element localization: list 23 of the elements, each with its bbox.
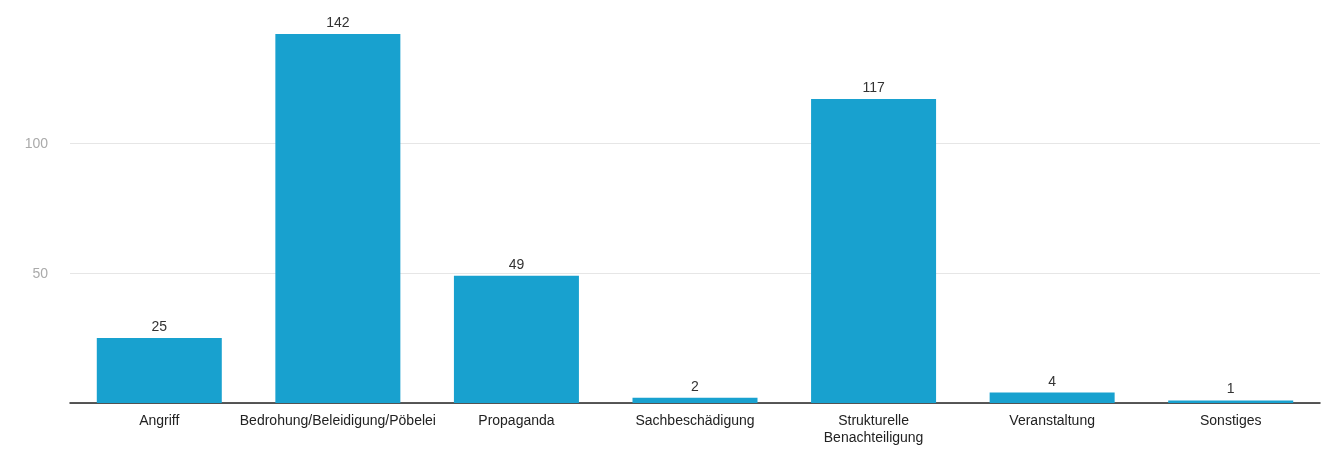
bar <box>632 397 758 403</box>
data-label: 1 <box>1226 380 1235 397</box>
bar <box>96 338 222 403</box>
bar <box>275 34 401 403</box>
x-tick-label: Strukturelle Benachteiligung <box>823 411 924 445</box>
data-label: 142 <box>326 14 350 30</box>
x-tick-label: Bedrohung/Beleidigung/Pöbelei <box>239 411 436 428</box>
bar <box>989 392 1115 403</box>
data-label: 25 <box>151 318 168 335</box>
data-label: 4 <box>1048 372 1057 389</box>
x-tick-label: Propaganda <box>478 411 555 428</box>
data-label: 2 <box>691 377 700 394</box>
x-tick-label: Angriff <box>139 411 180 428</box>
x-tick-label: Veranstaltung <box>1009 411 1095 428</box>
x-tick-label: Sachbeschädigung <box>635 411 755 428</box>
y-tick-label: 50 <box>32 265 49 282</box>
bar <box>453 275 579 403</box>
data-label: 117 <box>862 78 885 95</box>
bar <box>811 98 937 403</box>
bar <box>1168 400 1294 403</box>
x-tick-label: Sonstiges <box>1199 411 1262 428</box>
data-label: 49 <box>508 255 525 272</box>
y-tick-label: 100 <box>24 135 49 152</box>
